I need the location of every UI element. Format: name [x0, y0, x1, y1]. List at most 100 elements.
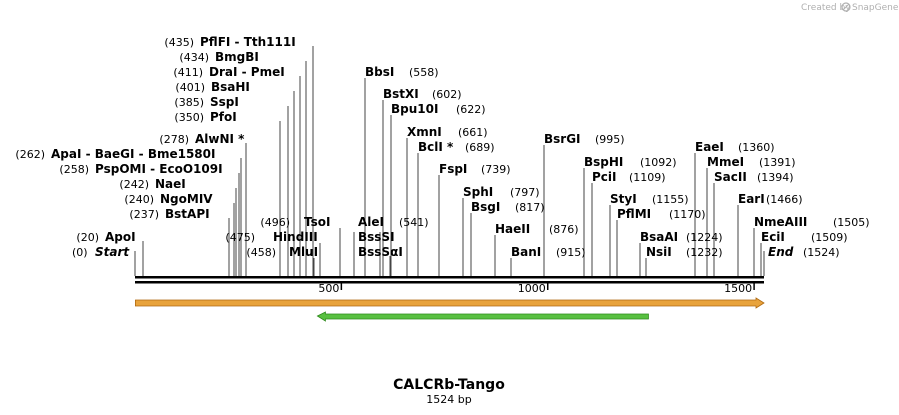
site-name[interactable]: XmnI — [407, 125, 442, 139]
site-name[interactable]: AleI — [358, 215, 384, 229]
site-pos: (661) — [458, 126, 488, 139]
site-name[interactable]: BstXI — [383, 87, 419, 101]
site-name[interactable]: PflMI — [617, 207, 651, 221]
plasmid-size: 1524 bp — [426, 393, 471, 406]
center-site-labels: (496) TsoI (475) HindIII (458) MluI — [225, 215, 330, 259]
site-pos: (401) — [175, 81, 205, 94]
site-name[interactable]: EaeI — [695, 140, 724, 154]
site-name[interactable]: ApoI — [105, 230, 136, 244]
site-name[interactable]: MluI — [289, 245, 318, 259]
site-pos: (258) — [59, 163, 89, 176]
site-name[interactable]: BstAPI — [165, 207, 210, 221]
features — [135, 297, 765, 322]
site-pos: (1394) — [757, 171, 794, 184]
site-name[interactable]: BbsI — [365, 65, 394, 79]
site-name[interactable]: PspOMI - EcoO109I — [95, 162, 223, 176]
green-arrow-feature[interactable] — [316, 311, 649, 322]
site-alt-names: - Tth111I — [230, 35, 295, 49]
site-name[interactable]: BsaAI — [640, 230, 678, 244]
site-alt-names: - BaeGI - Bme1580I — [81, 147, 215, 161]
site-name[interactable]: BspHI — [584, 155, 623, 169]
site-name[interactable]: EarI — [738, 192, 765, 206]
site-pos: (558) — [409, 66, 439, 79]
site-name[interactable]: BssSI — [358, 230, 395, 244]
site-name[interactable]: SphI — [463, 185, 493, 199]
start-label: (0) Start — [72, 245, 130, 259]
site-name[interactable]: BclI * — [418, 140, 454, 154]
site-name[interactable]: AlwNI * — [195, 132, 245, 146]
left-site-labels: (435) PflFI - Tth111I (434) BmgBI (411) DraI … — [15, 35, 295, 244]
site-name[interactable]: DraI - PmeI — [209, 65, 285, 79]
site-name[interactable]: BsaHI — [211, 80, 250, 94]
end-name: End — [768, 245, 794, 259]
site-alt-names: - PmeI — [237, 65, 284, 79]
site-pos: (1092) — [640, 156, 677, 169]
site-name[interactable]: NsiI — [646, 245, 672, 259]
site-name[interactable]: SspI — [210, 95, 239, 109]
site-name[interactable]: NaeI — [155, 177, 186, 191]
snapgene-logo-icon — [841, 2, 851, 12]
site-name[interactable]: NmeAIII — [754, 215, 807, 229]
site-name[interactable]: SacII — [714, 170, 747, 184]
axis-tick-label: 1500 — [724, 282, 752, 295]
site-name[interactable]: PciI — [592, 170, 617, 184]
site-pos: (350) — [174, 111, 204, 124]
site-name[interactable]: FspI — [439, 162, 467, 176]
site-pos: (434) — [179, 51, 209, 64]
site-name[interactable]: BssSαI — [358, 245, 403, 259]
site-name[interactable]: HindIII — [273, 230, 318, 244]
site-alt-names: - EcoO109I — [146, 162, 223, 176]
site-name[interactable]: EciI — [761, 230, 785, 244]
site-pos: (1360) — [738, 141, 775, 154]
site-pos: (411) — [173, 66, 203, 79]
site-pos: (739) — [481, 163, 511, 176]
site-pos: (385) — [174, 96, 204, 109]
site-pos: (1391) — [759, 156, 796, 169]
right-site-labels: BbsI (558) BstXI (602)Bpu10I (622) XmnI (661) B… — [365, 65, 870, 259]
site-pos: (237) — [129, 208, 159, 221]
site-pos: (602) — [432, 88, 462, 101]
site-name[interactable]: ApaI - BaeGI - Bme1580I — [51, 147, 215, 161]
site-pos: (995) — [595, 133, 625, 146]
site-name[interactable]: Bpu10I — [391, 102, 438, 116]
site-pos: (1170) — [669, 208, 706, 221]
site-pos: (242) — [119, 178, 149, 191]
site-name[interactable]: BanI — [511, 245, 541, 259]
site-pos: (915) — [556, 246, 586, 259]
axis-ticks: 500 1000 1500 — [318, 282, 755, 295]
site-pos: (240) — [124, 193, 154, 206]
site-pos: (278) — [159, 133, 189, 146]
site-name[interactable]: HaeII — [495, 222, 530, 236]
end-label: End (1524) — [768, 245, 840, 259]
credit-brand: SnapGene — [852, 3, 899, 13]
site-pos: (622) — [456, 103, 486, 116]
site-pos: (1155) — [652, 193, 689, 206]
site-name[interactable]: MmeI — [707, 155, 744, 169]
site-lines — [134, 46, 765, 276]
site-name[interactable]: BsrGI — [544, 132, 581, 146]
site-pos: (1109) — [629, 171, 666, 184]
site-name[interactable]: NgoMIV — [160, 192, 213, 206]
site-pos: (1509) — [811, 231, 848, 244]
site-pos: (797) — [510, 186, 540, 199]
site-name[interactable]: BmgBI — [215, 50, 259, 64]
backbone-bottom-strand — [135, 281, 764, 284]
site-name[interactable]: TsoI — [304, 215, 330, 229]
site-pos: (541) — [399, 216, 429, 229]
site-pos: (689) — [465, 141, 495, 154]
site-name[interactable]: BsgI — [471, 200, 500, 214]
site-pos: (1505) — [833, 216, 870, 229]
site-name[interactable]: PfoI — [210, 110, 237, 124]
site-pos: (496) — [260, 216, 290, 229]
start-pos: (0) — [72, 246, 88, 259]
site-name[interactable]: PflFI - Tth111I — [200, 35, 296, 49]
plasmid-name: CALCRb-Tango — [393, 377, 505, 393]
orange-arrow-feature[interactable] — [135, 297, 765, 309]
site-pos: (817) — [515, 201, 545, 214]
end-pos: (1524) — [803, 246, 840, 259]
site-name[interactable]: StyI — [610, 192, 637, 206]
axis-tick-label: 500 — [318, 282, 339, 295]
credit-text: Created by — [801, 3, 851, 13]
